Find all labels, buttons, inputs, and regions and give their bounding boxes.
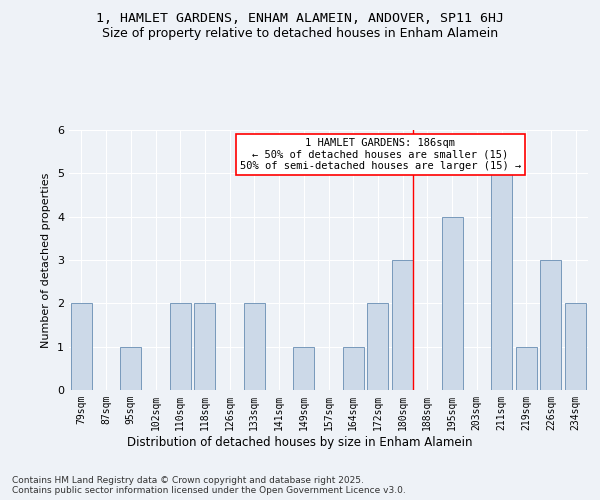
Text: Contains HM Land Registry data © Crown copyright and database right 2025.
Contai: Contains HM Land Registry data © Crown c… — [12, 476, 406, 495]
Bar — [367, 304, 388, 390]
Text: 1 HAMLET GARDENS: 186sqm
← 50% of detached houses are smaller (15)
50% of semi-d: 1 HAMLET GARDENS: 186sqm ← 50% of detach… — [240, 138, 521, 171]
Bar — [194, 304, 215, 390]
Bar — [244, 304, 265, 390]
Bar — [120, 346, 141, 390]
Bar — [170, 304, 191, 390]
Bar — [541, 260, 562, 390]
Bar — [392, 260, 413, 390]
Bar — [293, 346, 314, 390]
Bar — [491, 174, 512, 390]
Bar — [343, 346, 364, 390]
Bar — [516, 346, 537, 390]
Bar — [71, 304, 92, 390]
Y-axis label: Number of detached properties: Number of detached properties — [41, 172, 52, 348]
Text: Distribution of detached houses by size in Enham Alamein: Distribution of detached houses by size … — [127, 436, 473, 449]
Bar — [565, 304, 586, 390]
Bar — [442, 216, 463, 390]
Text: Size of property relative to detached houses in Enham Alamein: Size of property relative to detached ho… — [102, 28, 498, 40]
Text: 1, HAMLET GARDENS, ENHAM ALAMEIN, ANDOVER, SP11 6HJ: 1, HAMLET GARDENS, ENHAM ALAMEIN, ANDOVE… — [96, 12, 504, 26]
